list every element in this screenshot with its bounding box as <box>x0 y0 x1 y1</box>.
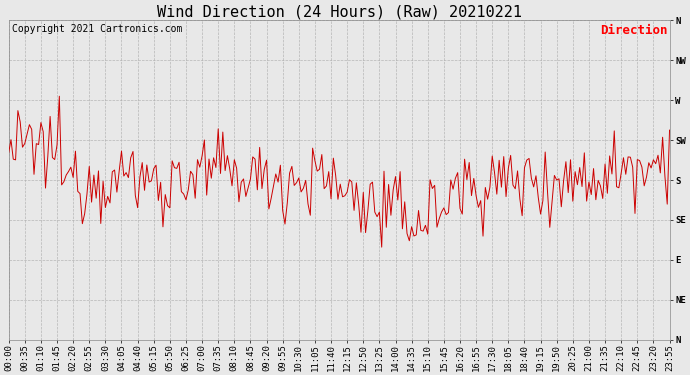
Title: Wind Direction (24 Hours) (Raw) 20210221: Wind Direction (24 Hours) (Raw) 20210221 <box>157 4 522 19</box>
Text: Direction: Direction <box>600 24 668 36</box>
Text: Copyright 2021 Cartronics.com: Copyright 2021 Cartronics.com <box>12 24 182 33</box>
